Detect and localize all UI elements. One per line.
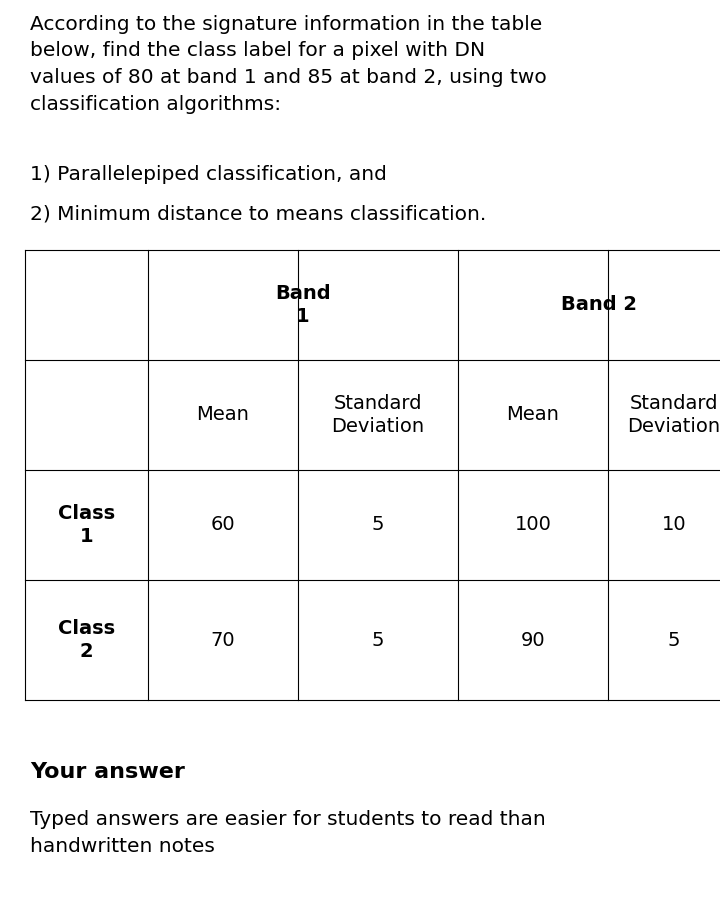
Text: 90: 90 [521, 631, 545, 650]
Text: 70: 70 [211, 631, 235, 650]
Text: Typed answers are easier for students to read than
handwritten notes: Typed answers are easier for students to… [30, 810, 546, 856]
Text: 5: 5 [667, 631, 680, 650]
Text: 5: 5 [372, 516, 384, 534]
Text: 60: 60 [211, 516, 235, 534]
Text: 2) Minimum distance to means classification.: 2) Minimum distance to means classificat… [30, 205, 486, 224]
Text: Mean: Mean [507, 406, 559, 424]
Text: Class
1: Class 1 [58, 504, 115, 546]
Text: Band
1: Band 1 [275, 284, 330, 326]
Text: 100: 100 [515, 516, 552, 534]
Text: Band 2: Band 2 [561, 296, 637, 315]
Text: 1) Parallelepiped classification, and: 1) Parallelepiped classification, and [30, 165, 387, 184]
Text: Class
2: Class 2 [58, 619, 115, 661]
Text: Your answer: Your answer [30, 762, 185, 782]
Text: Standard
Deviation: Standard Deviation [331, 394, 425, 436]
Text: Mean: Mean [197, 406, 249, 424]
Text: According to the signature information in the table
below, find the class label : According to the signature information i… [30, 15, 546, 114]
Text: Standard
Deviation: Standard Deviation [627, 394, 720, 436]
Text: 5: 5 [372, 631, 384, 650]
Text: 10: 10 [662, 516, 686, 534]
